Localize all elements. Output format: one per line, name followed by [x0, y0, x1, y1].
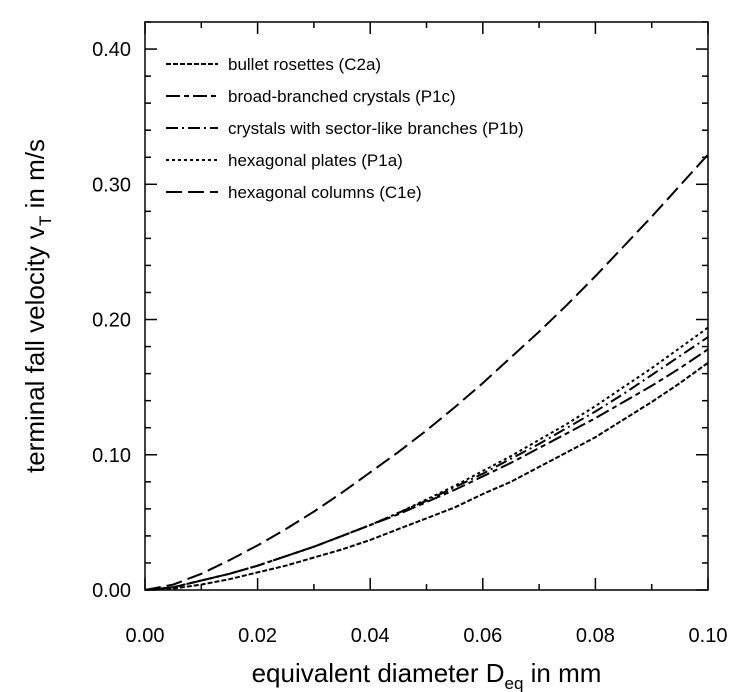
y-axis-title: terminal fall velocity vT in m/s: [20, 139, 55, 473]
y-axis-title-subscript: T: [36, 216, 55, 226]
legend: bullet rosettes (C2a) broad-branched crys…: [166, 55, 524, 202]
legend-label-4: hexagonal plates (P1a): [228, 151, 403, 170]
legend-label-2: broad-branched crystals (P1c): [228, 87, 456, 106]
y-axis-title-tail: in m/s: [20, 139, 50, 216]
x-axis-title-subscript: eq: [505, 674, 524, 692]
x-axis-title-tail: in mm: [523, 658, 601, 688]
y-tick-label-2: 0.20: [92, 310, 131, 332]
x-tick-label-1: 0.02: [238, 625, 277, 647]
x-tick-label-2: 0.04: [351, 625, 390, 647]
series-line-3: [144, 336, 709, 591]
x-tick-label-3: 0.06: [463, 625, 502, 647]
y-axis-title-main: terminal fall velocity v: [20, 226, 50, 473]
legend-label-3: crystals with sector-like branches (P1b): [228, 119, 524, 138]
series-line-5: [144, 153, 709, 591]
legend-label-5: hexagonal columns (C1e): [228, 183, 422, 202]
series-layer: [144, 153, 709, 591]
x-tick-label-0: 0.00: [126, 625, 165, 647]
series-line-1: [144, 361, 709, 591]
y-tick-label-4: 0.40: [92, 39, 131, 61]
plot-area: [144, 21, 709, 591]
y-tick-label-3: 0.30: [92, 174, 131, 196]
x-axis-title: equivalent diameter Deq in mm: [252, 658, 602, 692]
series-line-2: [144, 348, 709, 591]
x-axis-title-main: equivalent diameter D: [252, 658, 505, 688]
x-tick-label-4: 0.08: [576, 625, 615, 647]
plot-frame: [144, 21, 709, 591]
series-line-4: [144, 326, 709, 591]
legend-label-1: bullet rosettes (C2a): [228, 55, 381, 74]
ticks-layer: 0.00 0.02 0.04 0.06 0.08 0.10 0.00 0.10 0.20 0.30…: [92, 21, 728, 647]
y-tick-label-1: 0.10: [92, 445, 131, 467]
y-tick-label-0: 0.00: [92, 580, 131, 602]
x-tick-label-5: 0.10: [689, 625, 728, 647]
